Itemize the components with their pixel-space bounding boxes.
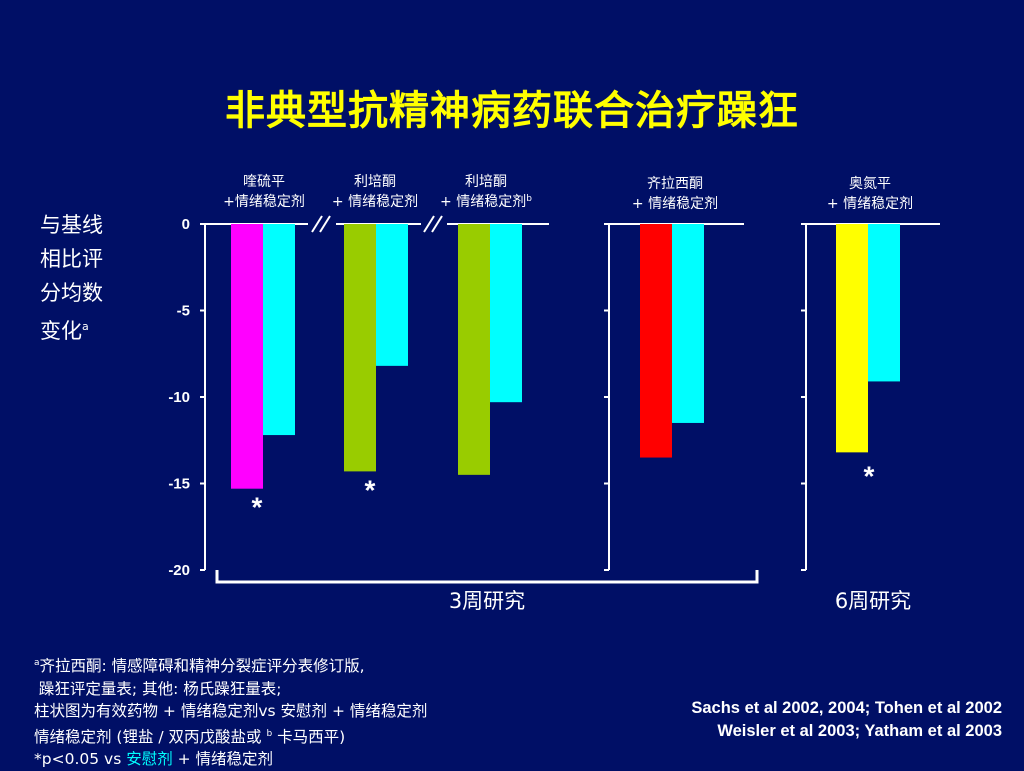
footnote-line-4: 情绪稳定剂 (锂盐 / 双丙戊酸盐或 b 卡马西平)	[34, 723, 594, 749]
footnote-sup-a: a	[34, 658, 40, 668]
reference-line-1: Sachs et al 2002, 2004; Tohen et al 2002	[691, 699, 1002, 717]
footnote-text-2: 躁狂评定量表; 其他: 杨氏躁狂量表;	[34, 679, 282, 698]
placebo-bar-group-4	[672, 224, 704, 423]
footnote-text-3: 柱状图为有效药物 + 情绪稳定剂vs 安慰剂 + 情绪稳定剂	[34, 702, 428, 721]
references: Sachs et al 2002, 2004; Tohen et al 2002…	[582, 697, 1002, 743]
axis-break-mark-1a	[311, 215, 323, 233]
significance-star-group-1: *	[252, 492, 263, 523]
y-axis-label-superscript: a	[82, 320, 89, 333]
footnote-text-4a: 情绪稳定剂 (锂盐 / 双丙戊酸盐或	[34, 727, 267, 746]
y-axis-label-text: 与基线相比评分均数变化	[40, 213, 103, 343]
significance-star-group-2: *	[365, 474, 376, 505]
y-axis-label: 与基线相比评分均数变化a	[40, 208, 120, 348]
group-label-combo-1: +情绪稳定剂	[223, 194, 305, 210]
footnote-line-5: *p<0.05 vs 安慰剂 + 情绪稳定剂	[34, 748, 594, 771]
group-label-combo-2: + 情绪稳定剂	[332, 194, 418, 210]
group-label-superscript: b	[526, 194, 532, 204]
group-label-drug-5: 奥氮平	[849, 175, 891, 192]
footnote-line-3: 柱状图为有效药物 + 情绪稳定剂vs 安慰剂 + 情绪稳定剂	[34, 700, 594, 723]
footnote-text-5b: + 情绪稳定剂	[172, 750, 274, 769]
placebo-bar-group-1	[263, 224, 295, 436]
study-label-6-week: 6周研究	[835, 589, 911, 613]
axis-break-mark-1b	[319, 215, 331, 233]
y-tick-label: 0	[182, 216, 190, 233]
footnote-line-1: a齐拉西酮: 情感障碍和精神分裂症评分表修订版,	[34, 652, 594, 678]
study-label-3-week: 3周研究	[449, 589, 525, 613]
y-tick-label: -10	[168, 389, 190, 406]
reference-line-2: Weisler et al 2003; Yatham et al 2003	[717, 722, 1002, 740]
active-drug-bar-group-3	[458, 224, 490, 475]
footnote-text-5a: *p<0.05 vs	[34, 750, 127, 769]
placebo-bar-group-2	[376, 224, 408, 366]
footnote-text-4b: 卡马西平)	[272, 727, 346, 746]
footnotes: a齐拉西酮: 情感障碍和精神分裂症评分表修订版, 躁狂评定量表; 其他: 杨氏躁…	[34, 652, 594, 771]
group-label-drug-4: 齐拉西酮	[647, 176, 703, 192]
axis-break-mark-2a	[423, 215, 435, 233]
y-tick-label: -20	[168, 562, 190, 579]
footnote-line-2: 躁狂评定量表; 其他: 杨氏躁狂量表;	[34, 678, 594, 701]
active-drug-bar-group-4	[640, 224, 672, 458]
active-drug-bar-group-1	[231, 224, 263, 489]
footnote-placebo-highlight: 安慰剂	[126, 750, 173, 769]
significance-star-group-5: *	[864, 460, 875, 491]
y-tick-label: -5	[177, 303, 190, 320]
group-label-combo-3: + 情绪稳定剂b	[440, 194, 532, 210]
placebo-bar-group-3	[490, 224, 522, 403]
active-drug-bar-group-2	[344, 224, 376, 472]
group-label-combo-4: + 情绪稳定剂	[632, 196, 718, 212]
active-drug-bar-group-5	[836, 224, 868, 453]
group-label-combo-5: + 情绪稳定剂	[827, 196, 913, 212]
y-tick-label: -15	[168, 476, 190, 493]
group-label-drug-2: 利培酮	[354, 174, 396, 190]
footnote-text-1: 齐拉西酮: 情感障碍和精神分裂症评分表修订版,	[39, 657, 365, 676]
study-bracket-3-week	[215, 570, 759, 584]
group-label-drug-1: 喹硫平	[243, 174, 285, 190]
group-label-drug-3: 利培酮	[465, 174, 507, 190]
footnote-sup-b: b	[266, 728, 273, 739]
slide-title: 非典型抗精神病药联合治疗躁狂	[225, 88, 799, 134]
axis-break-mark-2b	[431, 215, 443, 233]
placebo-bar-group-5	[868, 224, 900, 382]
